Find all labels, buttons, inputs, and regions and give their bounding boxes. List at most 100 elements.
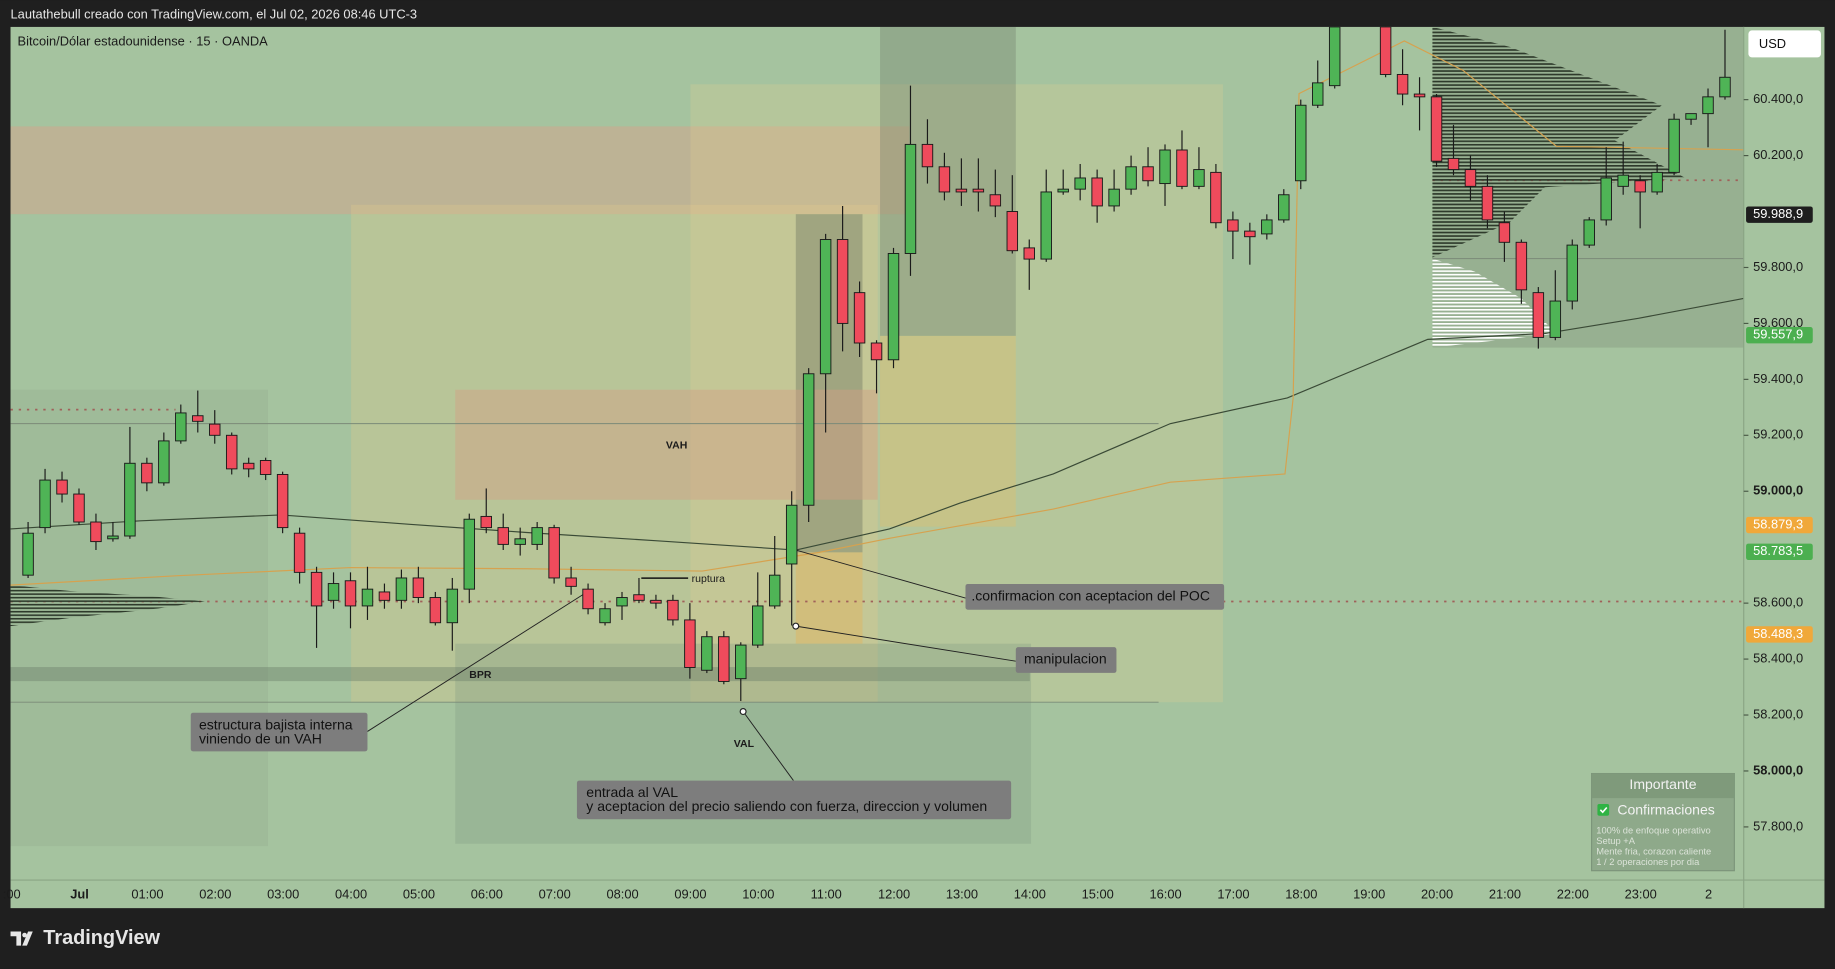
x-tick-label: 19:00 [1353, 887, 1385, 902]
candle-body [1328, 26, 1341, 87]
price-tag [1746, 327, 1813, 344]
y-tick-label: 58.000,0 [1753, 762, 1803, 777]
callout-text: manipulacion [1024, 651, 1107, 667]
candle-body [1108, 188, 1120, 207]
candle-body [209, 423, 221, 436]
x-tick-label: 01:00 [131, 887, 163, 902]
y-tick-label: 59.600,0 [1753, 315, 1803, 330]
candle-body [1244, 230, 1256, 238]
candle-body [446, 588, 459, 624]
candle-body [1481, 185, 1494, 221]
x-tick-label: 03:00 [267, 887, 299, 902]
x-tick-label: 13:00 [946, 887, 978, 902]
volume-profile [10, 585, 205, 627]
x-tick-label: 04:00 [335, 887, 367, 902]
callout-dot [739, 708, 747, 716]
candle-body [1617, 174, 1629, 187]
candle-body [802, 373, 815, 506]
x-tick-label: 23:00 [1625, 887, 1657, 902]
candle-body [1668, 118, 1680, 173]
callout-box [965, 583, 1225, 610]
callout-line [742, 711, 794, 781]
candle-body [972, 188, 985, 193]
y-tick-label: 60.400,0 [1753, 91, 1803, 106]
annotation: VAL [734, 738, 755, 750]
candle-body [1379, 26, 1392, 75]
candle-body [1634, 180, 1646, 193]
candle-body [1193, 169, 1205, 187]
candle-body [429, 597, 442, 624]
checkmark [1599, 806, 1608, 814]
candle-body [565, 577, 577, 587]
candle-body [412, 577, 425, 599]
callout-box [1015, 647, 1117, 673]
x-tick-label: 18:00 [1285, 887, 1317, 902]
x-tick-label: 17:00 [1217, 887, 1249, 902]
candle-body [1549, 300, 1562, 338]
y-tick-label: 59.000,0 [1753, 483, 1803, 498]
panel-title: Importante [1629, 776, 1696, 792]
annotation: ruptura [692, 573, 725, 585]
candle-body [1057, 188, 1069, 193]
candle-body [650, 599, 662, 604]
candle-body [73, 493, 85, 523]
price-tag-label: 59.988,9 [1753, 206, 1803, 221]
checkbox[interactable] [1597, 803, 1610, 816]
volume-profile [1432, 258, 1557, 348]
candle-body [1312, 82, 1324, 106]
candle-body [1532, 292, 1545, 338]
x-tick-label: 10:00 [742, 887, 774, 902]
panel-note: Mente fria, corazon caliente [1596, 846, 1711, 856]
y-tick-label: 58.400,0 [1753, 650, 1803, 665]
candle-body [735, 644, 747, 680]
moving-average [10, 297, 1744, 551]
callout-box [576, 780, 1012, 820]
candle-body [259, 460, 272, 475]
candle-body [1515, 241, 1528, 291]
x-tick-label: 21:00 [1489, 887, 1521, 902]
candle-body [124, 462, 136, 537]
candle-body [1396, 74, 1409, 95]
candle-body [361, 588, 374, 607]
candle-body [599, 608, 611, 624]
x-tick-label: 15:00 [1082, 887, 1114, 902]
candle-body [1295, 104, 1307, 182]
candle-body [684, 619, 696, 668]
candle-body [1651, 171, 1663, 193]
candle-body [904, 143, 917, 254]
callout-text: y aceptacion del precio saliendo con fue… [586, 798, 987, 814]
candle-body [242, 462, 255, 470]
candle-body [1040, 191, 1052, 260]
x-tick-label: 08:00 [606, 887, 638, 902]
x-tick-label: 06:00 [471, 887, 503, 902]
y-tick-label: 59.800,0 [1753, 259, 1803, 274]
candle-body [1583, 219, 1595, 246]
callout-text: viniendo de un VAH [199, 730, 322, 746]
candle-body [752, 605, 764, 646]
price-tag-label: 59.557,9 [1753, 327, 1803, 342]
candle-body [22, 532, 34, 576]
callout-line [795, 549, 966, 599]
x-tick-label: 2 [1705, 887, 1712, 902]
x-tick-label: 22:00 [1557, 887, 1589, 902]
candle-body [480, 515, 492, 529]
y-tick-label: 59.200,0 [1753, 427, 1803, 442]
candle-body [1176, 149, 1188, 187]
y-tick-label: 59.400,0 [1753, 371, 1803, 386]
candle-body [327, 583, 340, 601]
x-tick-label: 09:00 [674, 887, 706, 902]
currency-button[interactable] [1748, 30, 1821, 58]
candle-body [1498, 222, 1511, 243]
price-tag-label: 58.879,3 [1753, 516, 1803, 531]
candle-body [836, 239, 849, 324]
zone [10, 667, 1030, 682]
header-text: Lautathebull creado con TradingView.com,… [11, 7, 418, 22]
price-tag [1746, 206, 1813, 223]
candle-body [1464, 169, 1477, 187]
brand-logo: TradingView [10, 927, 161, 949]
price-tag [1746, 626, 1813, 643]
candle-body [938, 166, 951, 193]
candle-body [497, 527, 509, 545]
x-tick-label: :00 [3, 887, 21, 902]
x-tick-label: Jul [70, 887, 89, 902]
